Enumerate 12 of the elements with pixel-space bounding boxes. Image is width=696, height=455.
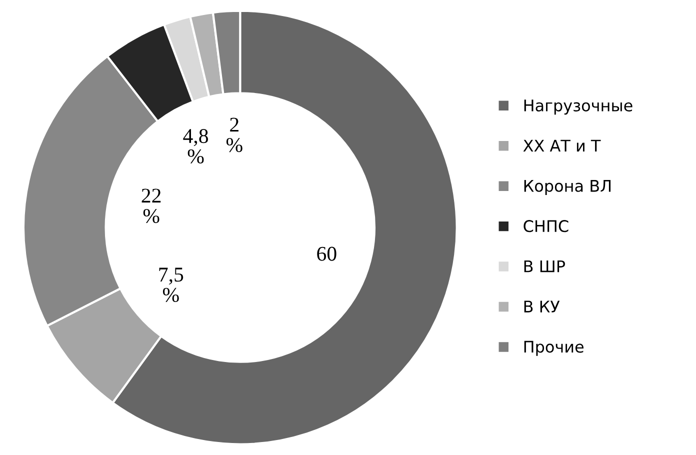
- legend-label: Прочие: [524, 340, 584, 356]
- data-label: 2 %: [226, 118, 242, 152]
- data-label: 7,5 %: [159, 268, 184, 302]
- data-label: 22 %: [142, 188, 161, 224]
- legend-label: В КУ: [524, 300, 560, 312]
- data-label: 4,8 %: [183, 129, 208, 164]
- legend-label: ХХ АТ и Т: [523, 140, 601, 152]
- data-label: 60: [317, 246, 336, 261]
- legend-label: Корона ВЛ: [524, 180, 611, 196]
- legend-label: Нагрузочные: [524, 100, 632, 115]
- legend-label: СНПС: [524, 220, 568, 232]
- legend-label: В ШР: [524, 260, 565, 272]
